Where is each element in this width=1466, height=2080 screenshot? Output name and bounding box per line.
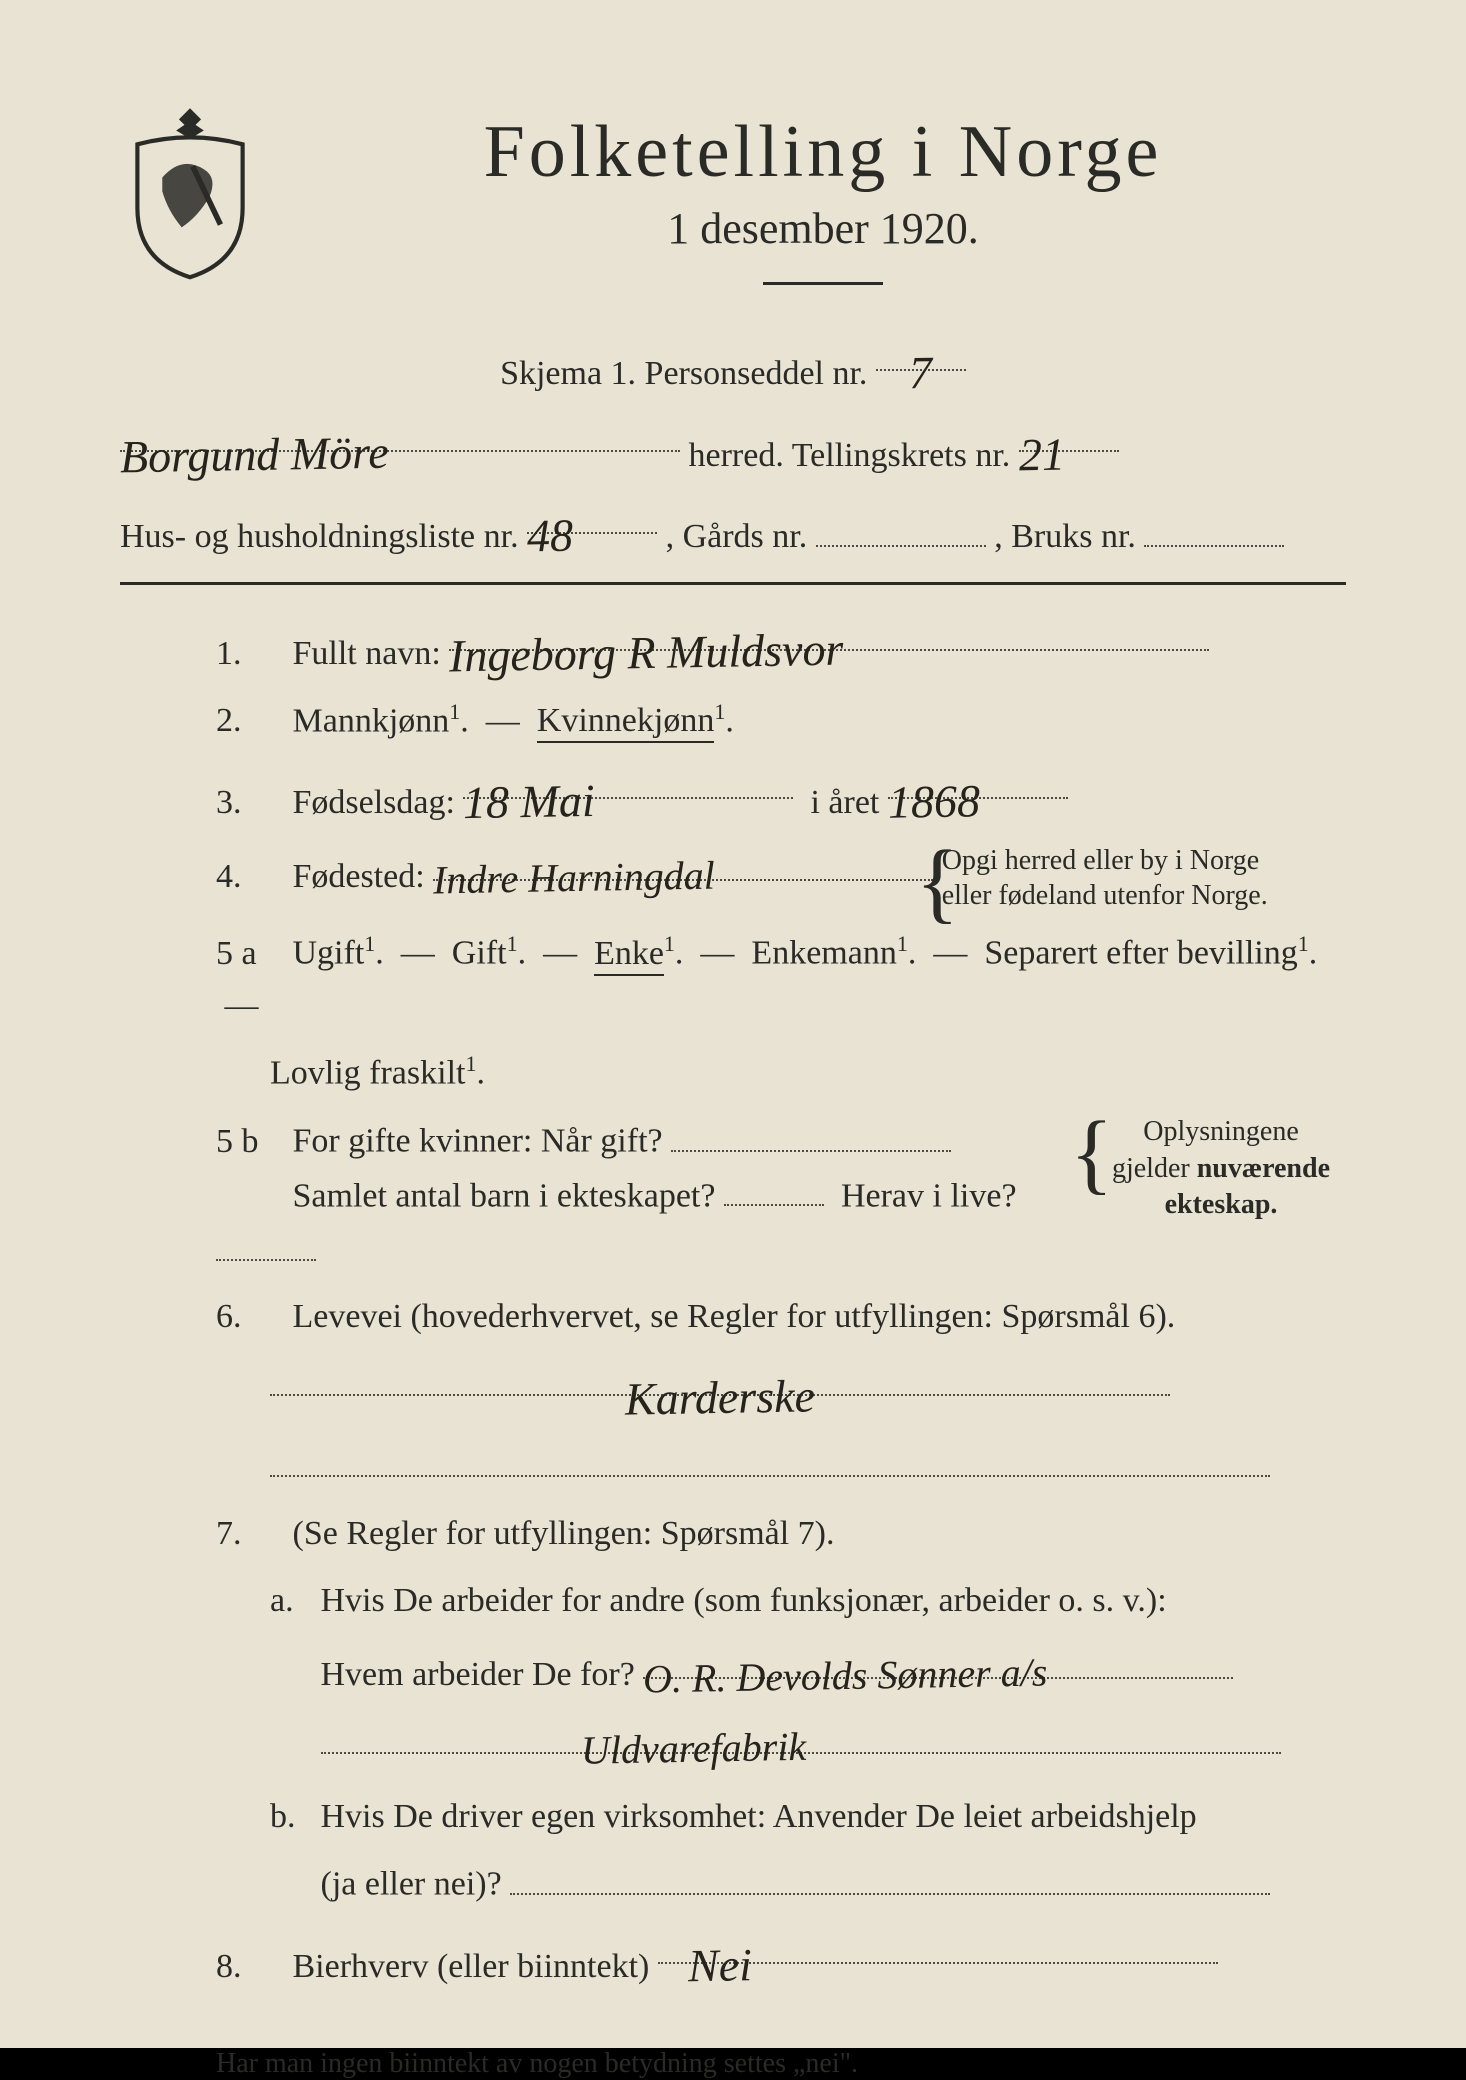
title-block: Folketelling i Norge 1 desember 1920.	[300, 100, 1346, 303]
section-divider	[120, 582, 1346, 585]
q1-value: Ingeborg R Muldsvor	[449, 614, 845, 692]
q2-b-selected: Kvinnekjønn	[537, 702, 715, 743]
hus-nr: 48	[526, 500, 573, 572]
gards-nr-blank	[816, 510, 986, 548]
q5b-note3: ekteskap.	[1165, 1189, 1278, 1220]
q8-label: Bierhverv (eller biinntekt)	[293, 1948, 650, 1985]
q7b-line2: (ja eller nei)?	[120, 1857, 1346, 1911]
q7b-blank	[510, 1857, 1270, 1895]
q1-num: 1.	[216, 628, 284, 681]
q4-label: Fødested:	[293, 858, 425, 895]
q5b-live-blank	[216, 1223, 316, 1261]
q4-num: 4.	[216, 851, 284, 904]
q4-value: Indre Harningdal	[433, 845, 716, 912]
q6-value: Karderske	[624, 1360, 815, 1435]
q8-line: 8. Bierhverv (eller biinntekt) Nei	[120, 1926, 1346, 1994]
q5b-barn-blank	[724, 1169, 824, 1207]
q7-num: 7.	[216, 1508, 284, 1561]
title-divider	[763, 282, 883, 285]
q3-label: Fødselsdag:	[293, 784, 455, 821]
q8-num: 8.	[216, 1941, 284, 1994]
gards-label: , Gårds nr.	[666, 518, 808, 555]
hus-label: Hus- og husholdningsliste nr.	[120, 518, 519, 555]
q5a-f: Lovlig fraskilt	[270, 1054, 465, 1091]
brace-icon: {	[916, 843, 959, 923]
q5a-d: Enkemann	[751, 935, 896, 972]
coat-of-arms-icon	[120, 100, 260, 280]
q7a-line1: a. Hvis De arbeider for andre (som funks…	[120, 1575, 1346, 1628]
q3-line: 3. Fødselsdag: 18 Mai i året 1868	[120, 762, 1346, 830]
q5a-b: Gift	[452, 935, 507, 972]
q7a-value2: Uldvarefabrik	[320, 1716, 806, 1786]
document-title: Folketelling i Norge	[300, 110, 1346, 195]
q7b-line1: b. Hvis De driver egen virksomhet: Anven…	[120, 1791, 1346, 1844]
q6-label: Levevei (hovederhvervet, se Regler for u…	[293, 1298, 1176, 1335]
census-form-page: Folketelling i Norge 1 desember 1920. Sk…	[0, 0, 1466, 2048]
skjema-line: Skjema 1. Personseddel nr. 7	[120, 333, 1346, 401]
q5a-e: Separert efter bevilling	[984, 935, 1297, 972]
q6-blank-line	[120, 1440, 1346, 1494]
q4-note-a: Opgi herred eller by i Norge	[942, 845, 1260, 876]
q7a-1: Hvis De arbeider for andre (som funksjon…	[321, 1582, 1167, 1619]
q6-num: 6.	[216, 1291, 284, 1344]
q3-num: 3.	[216, 777, 284, 830]
personseddel-nr: 7	[909, 337, 933, 409]
herred-value: Borgund Möre	[119, 416, 389, 492]
document-subtitle: 1 desember 1920.	[300, 203, 1346, 254]
q3-year-label: i året	[810, 784, 879, 821]
q2-line: 2. Mannkjønn1. — Kvinnekjønn1.	[120, 695, 1346, 748]
q7b-2: (ja eller nei)?	[321, 1866, 502, 1903]
q4-line: 4. Fødested: Indre Harningdal { Opgi her…	[120, 843, 1346, 913]
q5b-note1: Oplysningene	[1143, 1116, 1299, 1147]
q5b-a: For gifte kvinner: Når gift?	[293, 1123, 663, 1160]
q7-line: 7. (Se Regler for utfyllingen: Spørsmål …	[120, 1508, 1346, 1561]
q2-num: 2.	[216, 695, 284, 748]
q7a-line2: Hvem arbeider De for? O. R. Devolds Sønn…	[120, 1641, 1346, 1702]
q6-line: 6. Levevei (hovederhvervet, se Regler fo…	[120, 1291, 1346, 1344]
bruks-label: , Bruks nr.	[994, 518, 1136, 555]
herred-line: Borgund Möre herred. Tellingskrets nr. 2…	[120, 415, 1346, 483]
q7b-1: Hvis De driver egen virksomhet: Anvender…	[321, 1798, 1197, 1835]
q6-value-line: Karderske	[120, 1358, 1346, 1426]
footer-note: Har man ingen biinntekt av nogen betydni…	[120, 2048, 1346, 2080]
skjema-label: Skjema 1. Personseddel nr.	[500, 355, 867, 392]
q7-label: (Se Regler for utfyllingen: Spørsmål 7).	[293, 1515, 835, 1552]
bruks-nr-blank	[1144, 510, 1284, 548]
header: Folketelling i Norge 1 desember 1920.	[120, 100, 1346, 303]
q5a-num: 5 a	[216, 928, 284, 981]
q7a-line3: Uldvarefabrik	[120, 1716, 1346, 1777]
q5b-block: 5 b For gifte kvinner: Når gift? Samlet …	[120, 1114, 1346, 1277]
q4-note: { Opgi herred eller by i Norge eller fød…	[942, 843, 1302, 913]
q5b-num: 5 b	[216, 1116, 284, 1169]
tellingskrets-nr: 21	[1018, 418, 1065, 490]
q7a-value1: O. R. Devolds Sønner a/s	[643, 1642, 1048, 1711]
q1-label: Fullt navn:	[293, 635, 441, 672]
q5b-note: { Oplysningene gjelder nuværende ekteska…	[1096, 1114, 1346, 1223]
q5b-b: Samlet antal barn i ekteskapet?	[293, 1177, 716, 1214]
q5a-c-selected: Enke	[594, 935, 664, 976]
q5b-note2: gjelder nuværende	[1112, 1153, 1330, 1184]
q2-a: Mannkjønn	[293, 702, 450, 739]
q1-line: 1. Fullt navn: Ingeborg R Muldsvor	[120, 613, 1346, 681]
herred-label: herred. Tellingskrets nr.	[689, 437, 1011, 474]
brace-icon: {	[1070, 1114, 1113, 1194]
q5b-gift-blank	[671, 1114, 951, 1152]
q5b-c: Herav i live?	[841, 1177, 1017, 1214]
q8-value: Nei	[657, 1929, 752, 2002]
q5a-line2: Lovlig fraskilt1.	[120, 1047, 1346, 1100]
q3-year: 1868	[887, 765, 980, 838]
q7a-2: Hvem arbeider De for?	[321, 1656, 635, 1693]
q5a-a: Ugift	[293, 935, 365, 972]
q3-day: 18 Mai	[463, 765, 596, 839]
q5a-line1: 5 a Ugift1. — Gift1. — Enke1. — Enkemann…	[120, 927, 1346, 1033]
husliste-line: Hus- og husholdningsliste nr. 48 , Gårds…	[120, 496, 1346, 564]
q4-note-b: eller fødeland utenfor Norge.	[942, 880, 1268, 911]
